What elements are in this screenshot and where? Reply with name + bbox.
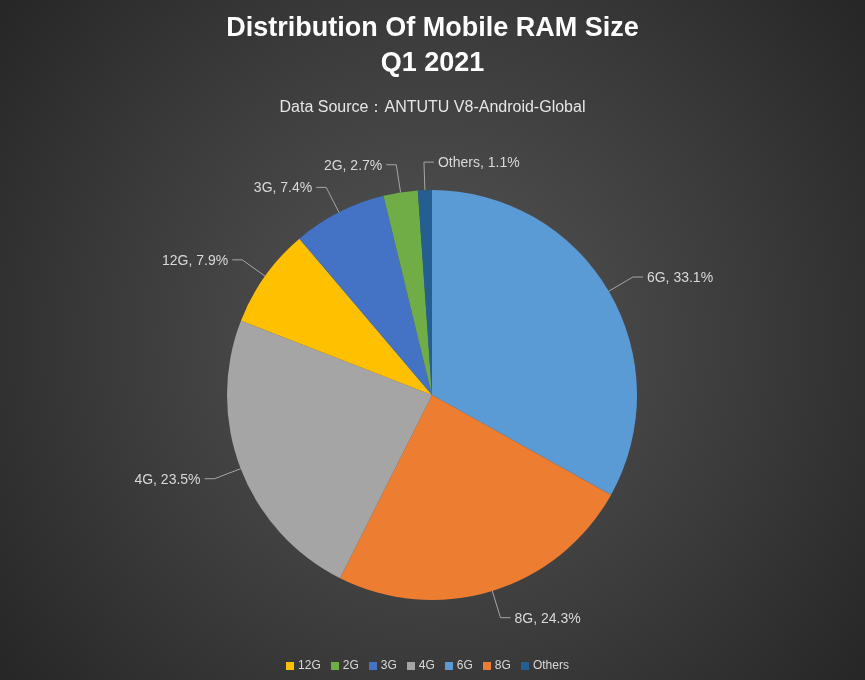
html-text:6G: 6G	[456, 658, 473, 672]
svg-text:4G, 23.5%: 4G, 23.5%	[134, 471, 200, 487]
html-text:Q1 2021: Q1 2021	[380, 47, 485, 77]
svg-text:3G, 7.4%: 3G, 7.4%	[254, 179, 312, 195]
svg-text:6G, 33.1%: 6G, 33.1%	[647, 269, 713, 285]
html-text:Distribution Of Mobile RAM Siz: Distribution Of Mobile RAM Size	[226, 12, 639, 42]
svg-text:8G, 24.3%: 8G, 24.3%	[515, 610, 581, 626]
html-text:Data Source：ANTUTU V8-Android-: Data Source：ANTUTU V8-Android-Global	[279, 98, 586, 115]
html-text:12G: 12G	[298, 658, 321, 672]
html-text:Others: Others	[532, 658, 569, 672]
svg-text:2G, 2.7%: 2G, 2.7%	[324, 157, 382, 173]
html-text:4G: 4G	[418, 658, 435, 672]
html-text:2G: 2G	[342, 658, 359, 672]
html-text:3G: 3G	[380, 658, 397, 672]
svg-text:Others, 1.1%: Others, 1.1%	[438, 154, 520, 170]
svg-text:12G, 7.9%: 12G, 7.9%	[162, 252, 228, 268]
html-text:8G: 8G	[494, 658, 511, 672]
